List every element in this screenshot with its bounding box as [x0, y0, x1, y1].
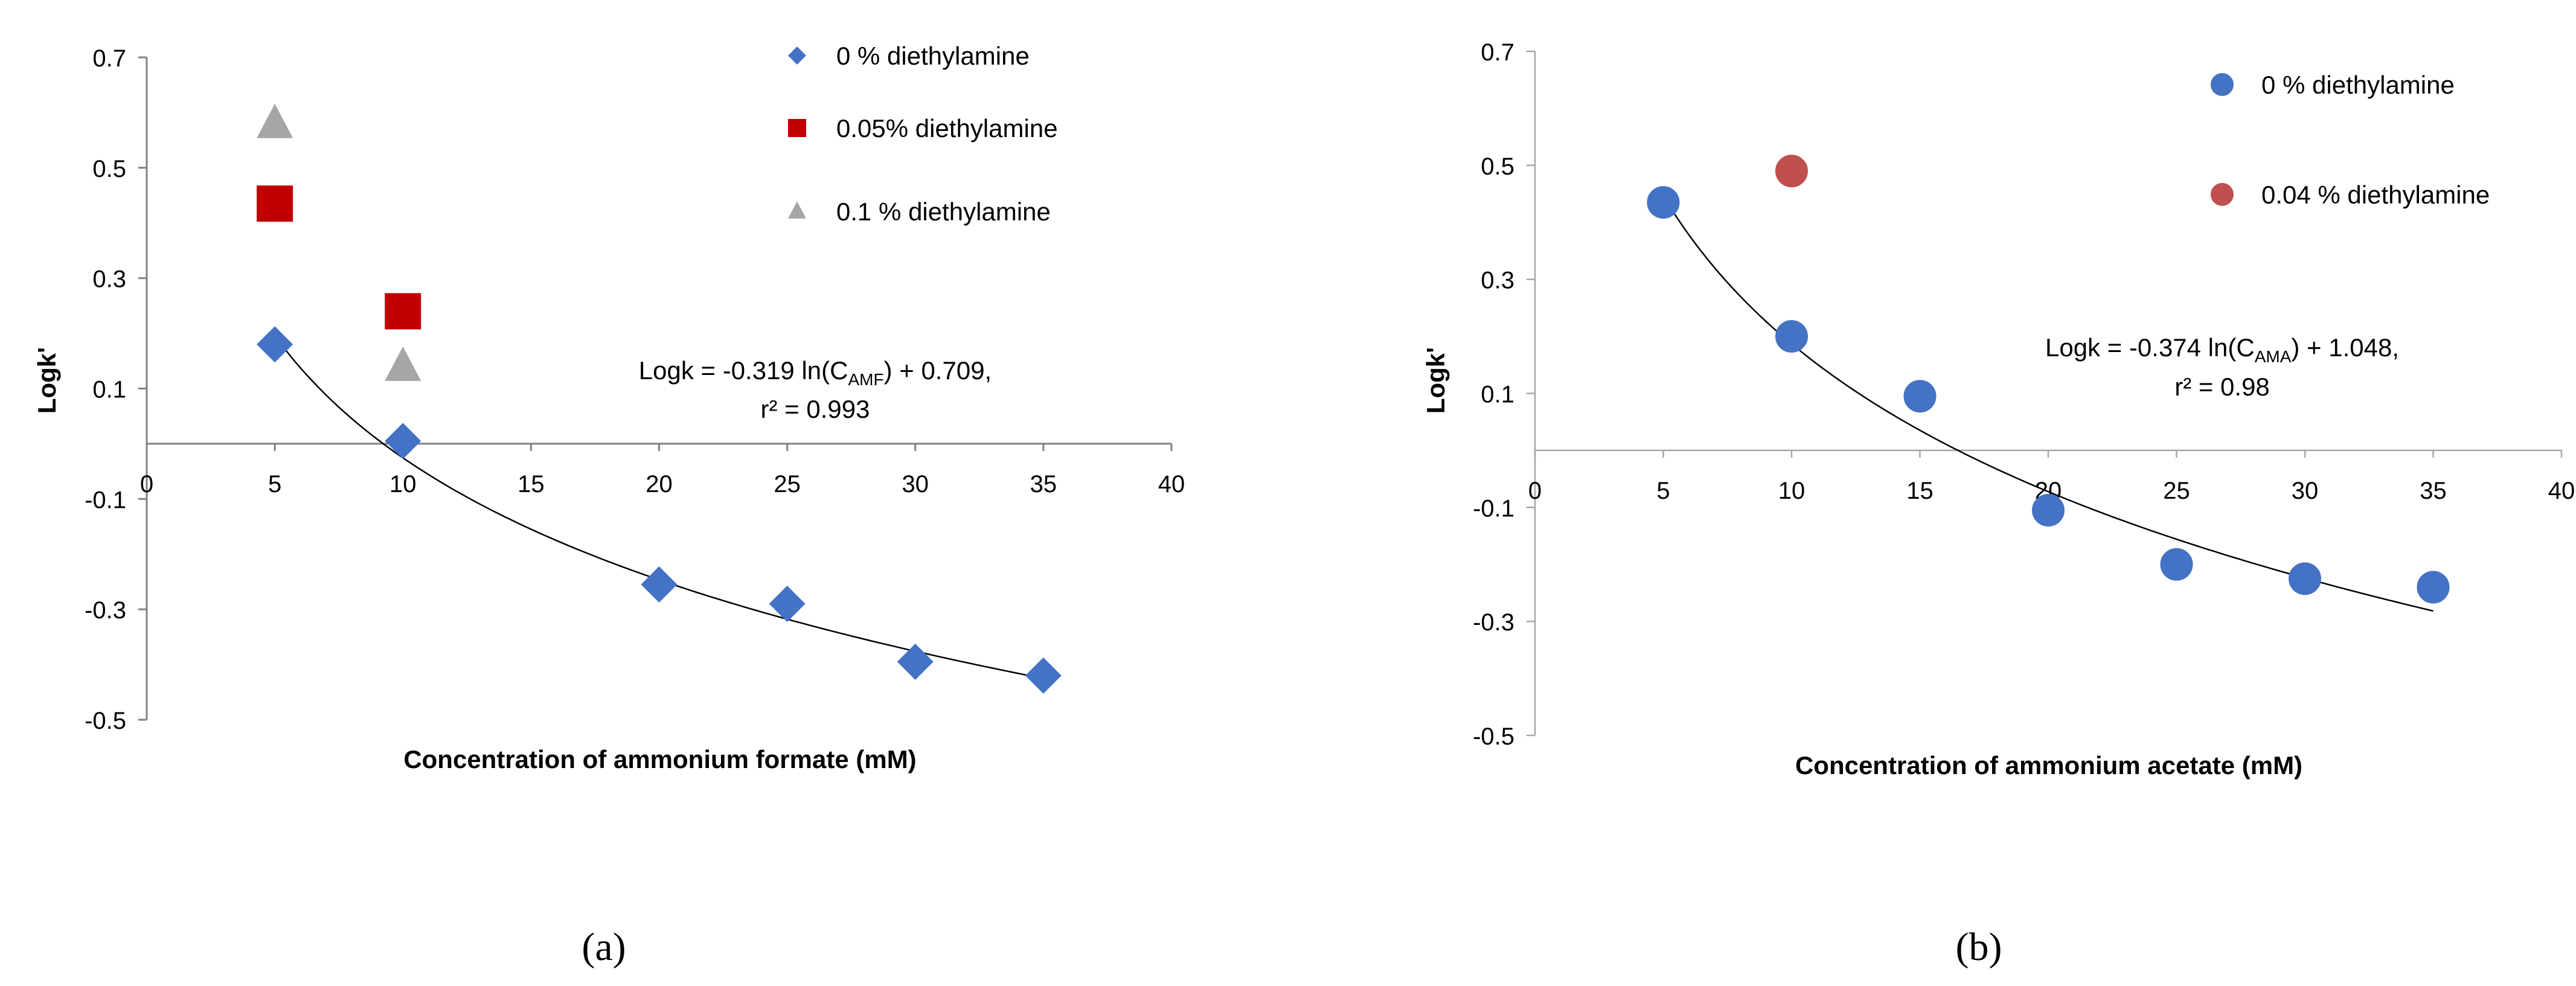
- equation-b: Logk = -0.374 ln(CAMA) + 1.048,: [2045, 333, 2399, 366]
- data-point: [1903, 380, 1937, 413]
- axes-a: [146, 57, 1171, 720]
- y-tick-label: 0.1: [1481, 382, 1514, 408]
- legend-marker: [788, 201, 806, 219]
- r2-a: r² = 0.993: [761, 395, 870, 423]
- legend-marker: [788, 46, 806, 65]
- legend-label: 0.05% diethylamine: [836, 114, 1058, 142]
- legend-label: 0 % diethylamine: [2261, 71, 2455, 99]
- x-tick-label: 25: [2163, 478, 2190, 504]
- legend-marker: [2211, 73, 2234, 96]
- x-tick-label: 35: [2420, 478, 2447, 504]
- y-tick-label: -0.5: [1473, 723, 1514, 750]
- y-tick-label: -0.5: [85, 708, 126, 734]
- data-point: [769, 586, 806, 623]
- x-tick-label: 0: [140, 471, 153, 498]
- x-axis-label-a: Concentration of ammonium formate (mM): [403, 745, 916, 773]
- data-point: [257, 103, 293, 138]
- data-point: [385, 423, 421, 459]
- trendline-b: [1662, 196, 2433, 612]
- data-point: [1025, 657, 1062, 694]
- data-point: [385, 293, 421, 330]
- data-point: [641, 566, 678, 603]
- legend-a: 0 % diethylamine 0.05% diethylamine 0.1 % …: [788, 42, 1058, 226]
- y-tick-label: -0.1: [1473, 495, 1514, 522]
- x-tick-label: 35: [1030, 471, 1057, 498]
- x-tick-label: 15: [517, 471, 545, 498]
- x-tick-label: 10: [1778, 478, 1805, 504]
- chart-panel-a: -0.5 -0.3 -0.1 0.1 0.3 0.5 0.7 0 5 10 15 20 25 30 35 40…: [33, 42, 1185, 969]
- equation-a: Logk = -0.319 ln(CAMF) + 0.709,: [639, 356, 992, 389]
- x-tick-label: 5: [268, 471, 281, 498]
- data-point: [257, 185, 293, 222]
- legend-marker: [2211, 183, 2234, 206]
- y-tick-label: -0.3: [1473, 609, 1514, 636]
- axes-b: [1534, 51, 2562, 735]
- data-point: [2160, 548, 2193, 581]
- caption-a: (a): [582, 925, 626, 969]
- data-point: [897, 644, 934, 680]
- y-tick-label: 0.1: [92, 377, 126, 403]
- data-point: [1775, 320, 1808, 353]
- x-tick-label: 20: [646, 471, 673, 498]
- legend-marker: [788, 119, 806, 137]
- markers-a: [257, 103, 1062, 694]
- caption-b: (b): [1956, 925, 2002, 969]
- x-axis-label-b: Concentration of ammonium acetate (mM): [1795, 751, 2302, 780]
- y-tick-label: 0.3: [92, 266, 126, 293]
- x-tick-label: 15: [1906, 478, 1934, 504]
- y-tick-label: 0.5: [1481, 153, 1514, 180]
- chart-panel-b: -0.5-0.3-0.10.10.30.50.70 5 10 15 20 25 30 35 40…: [1421, 39, 2575, 969]
- y-axis-label-b: Logk': [1421, 347, 1450, 414]
- data-point: [257, 326, 293, 363]
- legend-label: 0.1 % diethylamine: [836, 197, 1051, 226]
- x-tick-label: 40: [1158, 471, 1185, 498]
- data-point: [2032, 494, 2065, 527]
- ticks-b: -0.5-0.3-0.10.10.30.50.70 5 10 15 20 25 30 35 40: [1473, 39, 2575, 750]
- y-axis-label-a: Logk': [33, 347, 61, 414]
- x-tick-label: 30: [2292, 478, 2319, 504]
- y-tick-label: 0.5: [92, 156, 126, 182]
- trendline-a: [274, 335, 1044, 679]
- y-tick-label: -0.1: [85, 487, 126, 513]
- y-tick-label: 0.7: [92, 45, 126, 72]
- y-tick-label: 0.7: [1481, 39, 1514, 66]
- legend-label: 0 % diethylamine: [836, 42, 1030, 70]
- data-point: [385, 346, 421, 381]
- x-tick-label: 30: [902, 471, 929, 498]
- r2-b: r² = 0.98: [2174, 373, 2270, 401]
- data-point: [2417, 571, 2450, 604]
- x-tick-label: 25: [774, 471, 801, 498]
- x-tick-label: 40: [2548, 478, 2575, 504]
- x-tick-label: 5: [1656, 478, 1670, 504]
- legend-b: 0 % diethylamine 0.04 % diethylamine: [2211, 71, 2490, 209]
- ticks-a: -0.5 -0.3 -0.1 0.1 0.3 0.5 0.7 0 5 10 15 20 25 30 35 40: [85, 45, 1185, 734]
- data-point: [1647, 186, 1680, 219]
- y-tick-label: -0.3: [85, 597, 126, 624]
- x-tick-label: 0: [1528, 478, 1542, 504]
- y-tick-label: 0.3: [1481, 267, 1514, 294]
- data-point: [2289, 562, 2321, 595]
- markers-b: [1647, 155, 2450, 604]
- x-tick-label: 10: [389, 471, 417, 498]
- data-point: [1775, 155, 1808, 188]
- legend-label: 0.04 % diethylamine: [2261, 181, 2490, 209]
